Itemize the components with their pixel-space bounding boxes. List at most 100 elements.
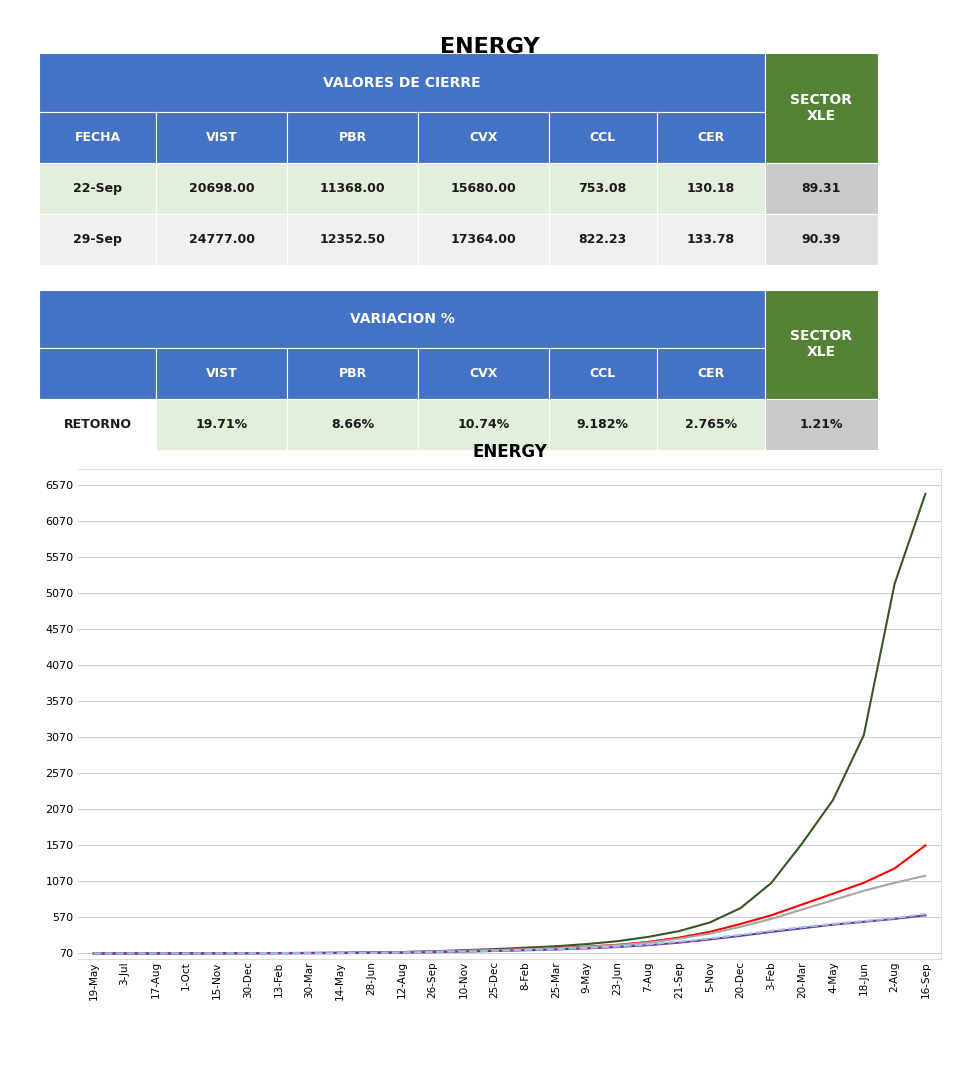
Bar <box>657 112 765 163</box>
VIST <box>797 837 808 850</box>
CVX <box>88 947 100 960</box>
CCL <box>827 918 839 931</box>
CCL <box>488 945 500 957</box>
CER <box>519 944 531 956</box>
CCL <box>334 947 346 960</box>
CVX <box>797 903 808 916</box>
Bar <box>549 163 657 214</box>
Bar <box>417 214 549 265</box>
VIST <box>242 947 254 960</box>
Bar <box>765 163 878 214</box>
Text: PBR: PBR <box>338 131 367 144</box>
CVX <box>765 913 777 925</box>
VIST <box>919 488 931 501</box>
VIST <box>458 944 469 956</box>
CER <box>426 946 438 958</box>
CER <box>304 947 316 960</box>
CER <box>581 941 593 954</box>
Bar <box>39 112 157 163</box>
CCL <box>519 944 531 956</box>
Text: SECTOR
XLE: SECTOR XLE <box>790 329 853 360</box>
Text: CVX: CVX <box>469 131 498 144</box>
PBR <box>612 938 623 951</box>
Text: CCL: CCL <box>590 131 615 144</box>
CER <box>827 918 839 931</box>
Bar <box>39 290 765 348</box>
CER <box>735 929 747 941</box>
Text: VARIACION %: VARIACION % <box>350 312 455 326</box>
CER <box>612 940 623 953</box>
Bar <box>39 214 157 265</box>
Text: 2.765%: 2.765% <box>685 419 737 431</box>
Bar <box>157 348 287 399</box>
Bar <box>39 163 157 214</box>
CVX <box>519 943 531 955</box>
CVX <box>304 947 316 960</box>
CCL <box>272 947 284 960</box>
CVX <box>426 946 438 958</box>
CER <box>642 938 654 951</box>
Bar <box>39 53 765 112</box>
VIST <box>366 946 377 958</box>
VIST <box>88 947 100 960</box>
CER <box>858 915 869 928</box>
Text: 22-Sep: 22-Sep <box>74 182 122 195</box>
CCL <box>550 944 562 956</box>
Text: 753.08: 753.08 <box>578 182 627 195</box>
CCL <box>88 947 100 960</box>
VIST <box>488 943 500 955</box>
Line: PBR: PBR <box>94 846 925 953</box>
VIST <box>765 876 777 889</box>
VIST <box>581 937 593 950</box>
VIST <box>304 947 316 960</box>
Text: 19.71%: 19.71% <box>196 419 248 431</box>
CVX <box>704 928 715 940</box>
Bar <box>549 214 657 265</box>
Text: 822.23: 822.23 <box>578 233 627 246</box>
CVX <box>272 947 284 960</box>
CER <box>272 947 284 960</box>
CER <box>704 932 715 945</box>
Text: 11368.00: 11368.00 <box>319 182 385 195</box>
CCL <box>581 943 593 955</box>
Text: PBR: PBR <box>338 367 367 380</box>
Line: CVX: CVX <box>94 875 925 953</box>
Bar <box>549 399 657 450</box>
CCL <box>642 938 654 951</box>
VIST <box>858 728 869 741</box>
Bar <box>549 348 657 399</box>
Bar <box>657 214 765 265</box>
PBR <box>550 941 562 954</box>
Text: 133.78: 133.78 <box>687 233 735 246</box>
CER <box>334 947 346 960</box>
Text: 10.74%: 10.74% <box>457 419 510 431</box>
PBR <box>366 946 377 958</box>
VIST <box>180 947 192 960</box>
PBR <box>673 931 685 944</box>
Text: VIST: VIST <box>206 367 237 380</box>
PBR <box>704 925 715 938</box>
CER <box>550 943 562 955</box>
Bar <box>657 163 765 214</box>
VIST <box>426 945 438 957</box>
Text: RETORNO: RETORNO <box>64 419 131 431</box>
Bar <box>287 163 417 214</box>
CCL <box>704 933 715 946</box>
Bar <box>657 399 765 450</box>
PBR <box>889 862 901 874</box>
VIST <box>272 947 284 960</box>
CVX <box>858 884 869 897</box>
CVX <box>242 947 254 960</box>
CVX <box>919 869 931 882</box>
PBR <box>765 908 777 921</box>
VIST <box>827 793 839 806</box>
Text: CER: CER <box>697 131 724 144</box>
CVX <box>612 938 623 951</box>
CVX <box>673 932 685 945</box>
Bar <box>417 112 549 163</box>
Text: FECHA: FECHA <box>74 131 121 144</box>
Line: CCL: CCL <box>94 915 925 953</box>
CER <box>889 912 901 924</box>
PBR <box>519 943 531 955</box>
Bar <box>417 348 549 399</box>
